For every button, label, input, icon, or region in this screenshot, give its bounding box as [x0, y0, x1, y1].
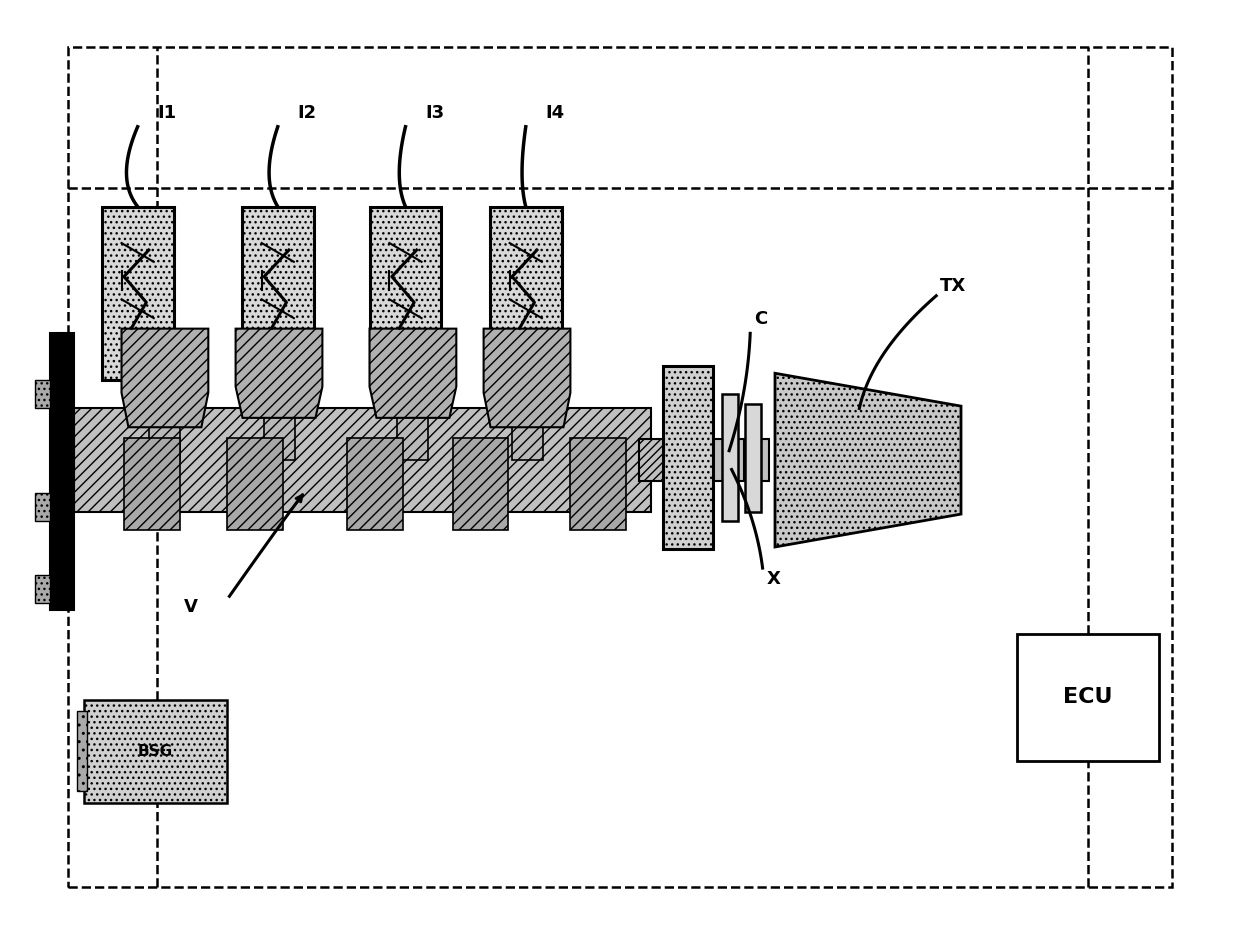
- Bar: [74, 408, 651, 512]
- Bar: [745, 404, 761, 512]
- Bar: [713, 439, 744, 481]
- Text: C: C: [754, 310, 768, 328]
- Text: X: X: [766, 570, 780, 588]
- Bar: [663, 366, 713, 549]
- Bar: [35, 493, 50, 521]
- Bar: [263, 408, 295, 460]
- Bar: [453, 438, 508, 530]
- Bar: [102, 207, 174, 380]
- Text: ECU: ECU: [1064, 687, 1112, 707]
- Bar: [1017, 634, 1159, 761]
- Text: BSG: BSG: [138, 744, 174, 759]
- Text: I4: I4: [546, 104, 564, 122]
- Bar: [370, 207, 441, 380]
- Bar: [511, 418, 543, 460]
- Bar: [124, 438, 180, 530]
- Bar: [50, 333, 74, 610]
- Bar: [35, 575, 50, 603]
- Bar: [761, 439, 769, 481]
- Bar: [570, 438, 626, 530]
- Text: I2: I2: [298, 104, 316, 122]
- Polygon shape: [775, 373, 961, 546]
- Bar: [397, 408, 429, 460]
- Bar: [68, 47, 1172, 887]
- Bar: [639, 439, 707, 481]
- Text: I1: I1: [157, 104, 176, 122]
- Bar: [84, 700, 227, 803]
- Bar: [490, 207, 562, 380]
- Bar: [77, 711, 87, 791]
- Polygon shape: [370, 329, 456, 418]
- Bar: [150, 418, 181, 460]
- Polygon shape: [122, 329, 208, 427]
- Text: TX: TX: [940, 277, 966, 295]
- Polygon shape: [484, 329, 570, 427]
- Text: I3: I3: [425, 104, 444, 122]
- Bar: [242, 207, 314, 380]
- Text: V: V: [184, 598, 197, 616]
- Bar: [35, 380, 50, 408]
- Bar: [227, 438, 283, 530]
- Bar: [347, 438, 403, 530]
- Bar: [722, 394, 738, 521]
- Polygon shape: [236, 329, 322, 418]
